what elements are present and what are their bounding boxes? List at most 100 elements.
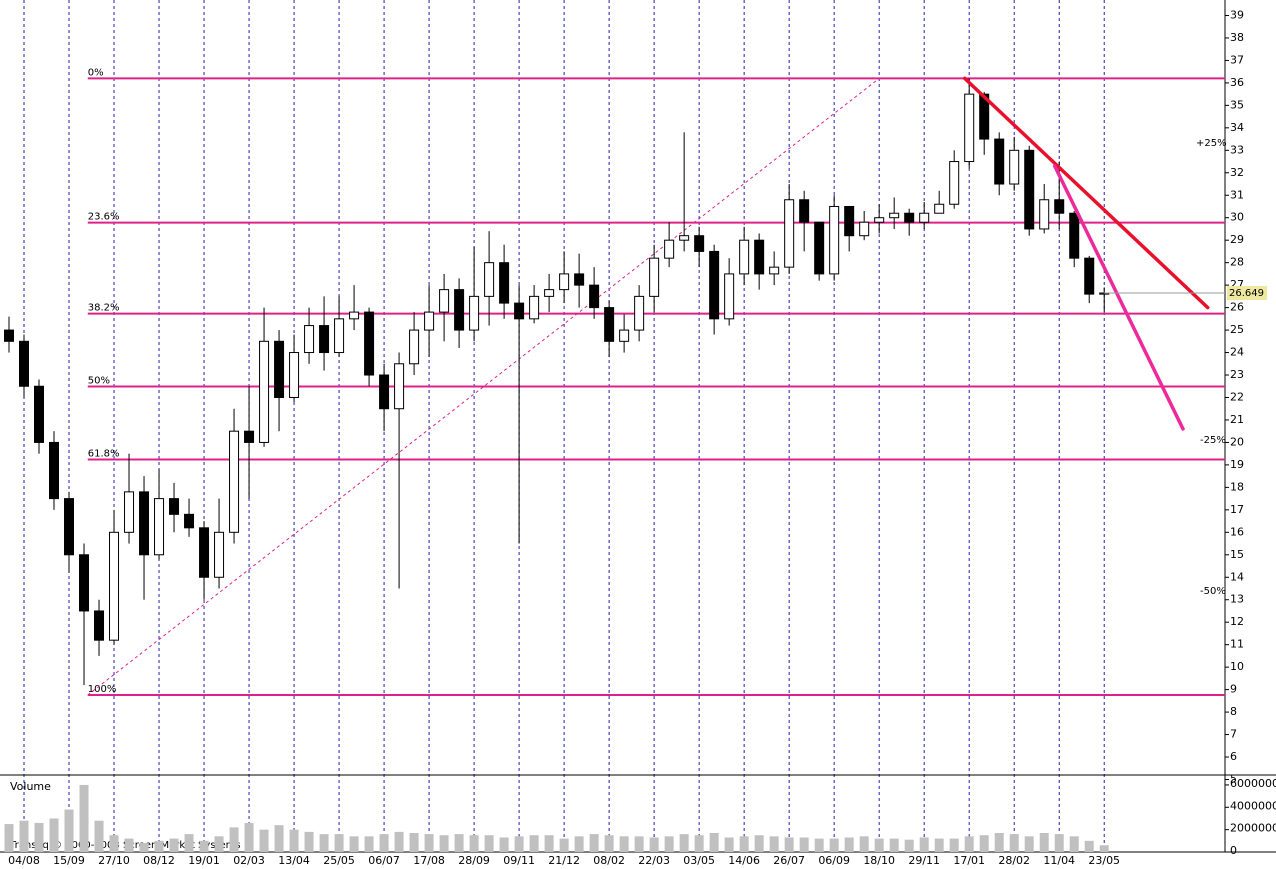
last-price-label: 26.649 [1229, 288, 1264, 299]
fib-label: 0% [88, 67, 104, 78]
candle-body [649, 257, 660, 297]
volume-bar [874, 838, 884, 852]
y-tick-label: 38 [1230, 31, 1244, 44]
volume-tick-label: 4000000 [1230, 799, 1276, 812]
x-tick-label: 11/04 [1043, 854, 1075, 867]
annotation: -50% [1200, 586, 1226, 597]
volume-bar [1054, 834, 1064, 852]
volume-bar [124, 838, 134, 852]
volume-tick-label: 2000000 [1230, 822, 1276, 835]
candle-body [709, 250, 720, 320]
volume-bar [1069, 836, 1079, 852]
x-tick-label: 04/08 [8, 854, 40, 867]
candle-body [1024, 149, 1035, 230]
trendline [1052, 164, 1185, 431]
volume-bar [724, 837, 734, 852]
y-tick-label: 31 [1230, 188, 1244, 201]
candle-body [1069, 212, 1080, 259]
candle-body [1009, 149, 1020, 185]
y-tick-label: 37 [1230, 53, 1244, 66]
fib-label: 61.8% [88, 449, 120, 460]
volume-bar [349, 836, 359, 852]
x-tick-label: 14/06 [728, 854, 760, 867]
fib-label: 100% [88, 684, 117, 695]
candle-body [304, 325, 315, 354]
volume-tick-label: 0 [1230, 844, 1237, 857]
candle-body [259, 340, 270, 443]
volume-bar [679, 834, 689, 852]
volume-bar [844, 837, 854, 852]
x-tick-label: 21/12 [548, 854, 580, 867]
candle-body [319, 325, 330, 354]
candle-body [124, 491, 135, 533]
candle-body [49, 441, 60, 500]
volume-bar [709, 833, 719, 852]
y-tick-label: 32 [1230, 166, 1244, 179]
candle-body [499, 262, 510, 304]
candle-body [379, 374, 390, 410]
y-tick-label: 28 [1230, 256, 1244, 269]
y-tick-label: 19 [1230, 458, 1244, 471]
volume-bar [409, 833, 419, 852]
candle-body [904, 212, 915, 223]
x-tick-label: 06/09 [818, 854, 850, 867]
y-tick-label: 7 [1230, 728, 1237, 741]
y-tick-label: 21 [1230, 413, 1244, 426]
x-tick-label: 22/03 [638, 854, 670, 867]
volume-bar [454, 834, 464, 852]
volume-bar [304, 831, 314, 852]
annotation: +25% [1196, 138, 1227, 149]
candle-body [289, 352, 300, 398]
candle-body [994, 138, 1005, 185]
candle-body [34, 385, 45, 443]
candle-body [664, 239, 675, 259]
y-tick-label: 39 [1230, 8, 1244, 21]
candle-body [79, 554, 90, 612]
volume-bar [664, 836, 674, 852]
y-tick-label: 35 [1230, 98, 1244, 111]
x-tick-label: 17/01 [953, 854, 985, 867]
candle-body [739, 239, 750, 275]
volume-bar [4, 824, 14, 852]
candle-body [19, 340, 30, 387]
x-tick-label: 23/05 [1088, 854, 1120, 867]
annotation: -25% [1200, 435, 1226, 446]
volume-bar [34, 822, 44, 852]
candle-body [469, 295, 480, 331]
y-tick-label: 8 [1230, 705, 1237, 718]
y-tick-label: 13 [1230, 593, 1244, 606]
y-tick-label: 24 [1230, 346, 1244, 359]
y-tick-label: 30 [1230, 211, 1244, 224]
candle-body [454, 289, 465, 331]
candle-body [64, 498, 75, 556]
candle-body [754, 239, 765, 275]
x-tick-label: 08/02 [593, 854, 625, 867]
volume-bar [334, 834, 344, 852]
candle-body [409, 329, 420, 365]
x-tick-label: 27/10 [98, 854, 130, 867]
candle-body [169, 498, 180, 515]
y-tick-label: 33 [1230, 143, 1244, 156]
trendline [962, 76, 1210, 310]
volume-bar [154, 840, 164, 852]
y-tick-label: 36 [1230, 76, 1244, 89]
volume-bar [784, 837, 794, 852]
x-tick-label: 26/07 [773, 854, 805, 867]
volume-bar [319, 834, 329, 852]
candle-body [574, 273, 585, 286]
volume-tick-label: 6000000 [1230, 777, 1276, 790]
y-tick-label: 29 [1230, 233, 1244, 246]
candle-body [934, 203, 945, 214]
y-tick-label: 34 [1230, 121, 1244, 134]
volume-bar [1039, 833, 1049, 852]
candle-body [154, 498, 165, 556]
volume-bar [604, 835, 614, 852]
candle-body [919, 212, 930, 223]
volume-bar [694, 835, 704, 852]
volume-bar [259, 829, 269, 852]
candle-body [619, 329, 630, 342]
candle-body [349, 311, 360, 320]
candle-body [814, 221, 825, 275]
candle-body [889, 212, 900, 219]
y-tick-label: 6 [1230, 750, 1237, 763]
